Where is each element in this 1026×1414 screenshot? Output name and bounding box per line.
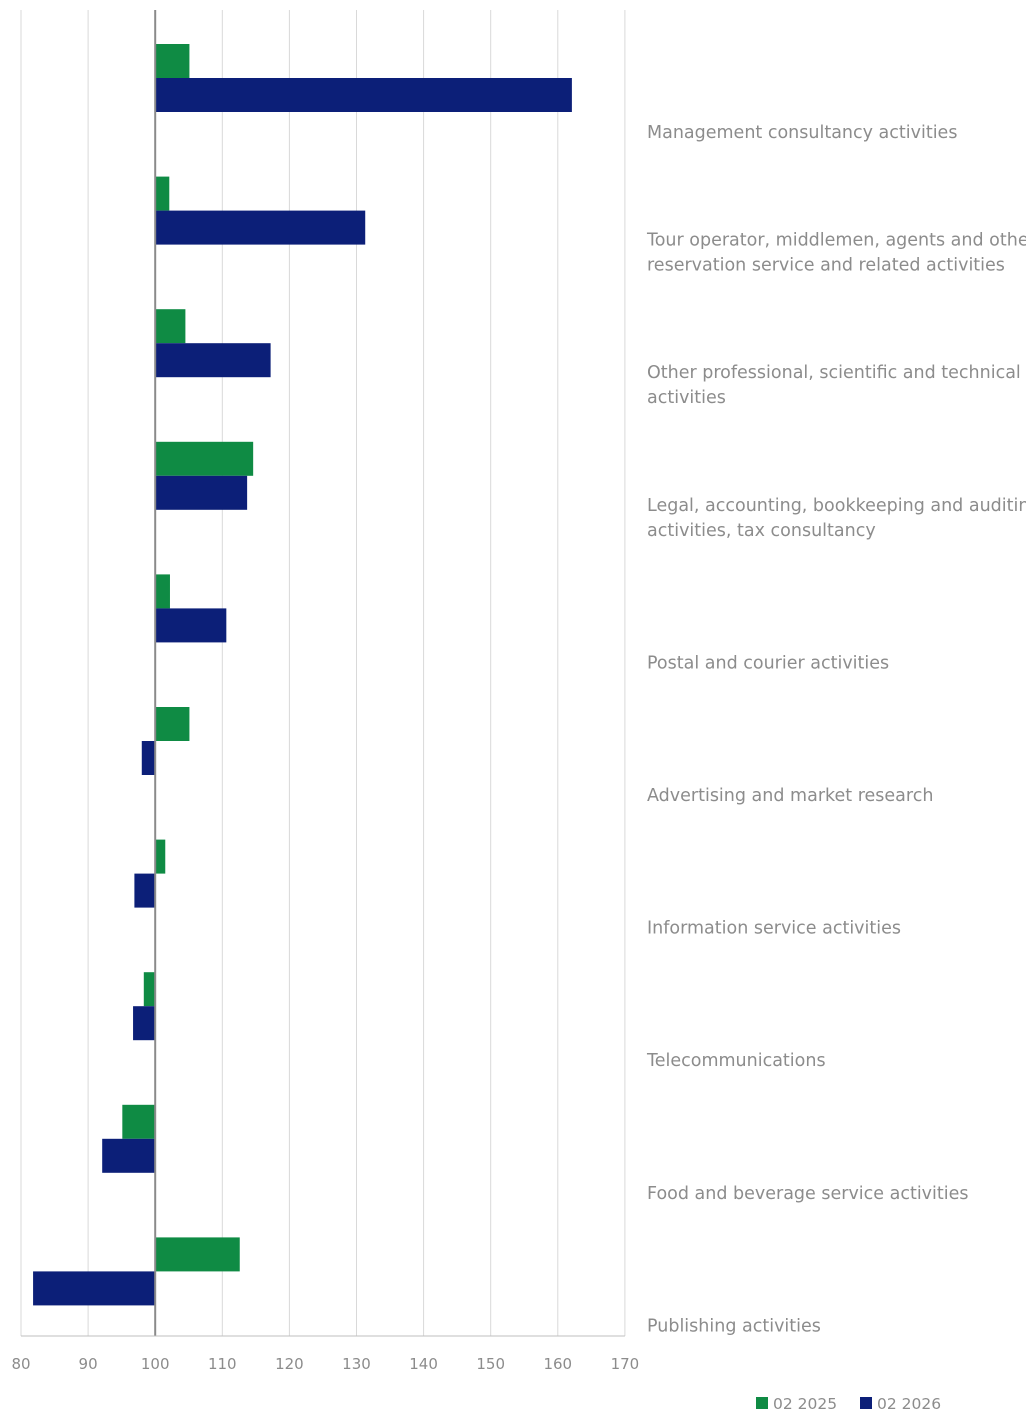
x-tick-label: 110 [208,1355,237,1373]
category-label-line: Telecommunications [646,1051,826,1071]
bar-series-2 [155,210,366,245]
bar-series-2 [33,1271,156,1306]
bar-series-2 [141,741,156,775]
axes [21,10,625,1337]
x-tick-label: 130 [342,1355,371,1373]
bar-series-1 [155,44,190,78]
category-label: Publishing activities [647,1316,821,1336]
category-label: Food and beverage service activities [647,1184,969,1204]
category-label: Postal and courier activities [647,653,889,673]
bar-series-2 [155,608,227,643]
category-label-line: activities [647,388,726,408]
bar-series-1 [122,1104,156,1139]
category-label: Advertising and market research [647,786,933,806]
category-label: Legal, accounting, bookkeeping and audit… [647,496,1026,541]
category-label-line: Other professional, scientific and techn… [647,363,1021,383]
bar-series-2 [133,1006,156,1041]
category-label-line: Food and beverage service activities [647,1184,969,1204]
legend-label: 02 2025 [773,1395,837,1413]
category-label-line: reservation service and related activiti… [647,256,1005,276]
category-label: Information service activities [647,919,901,939]
bar-series-1 [143,972,156,1007]
x-tick-label: 140 [409,1355,438,1373]
category-label-line: Information service activities [647,919,901,939]
category-label-line: Legal, accounting, bookkeeping and audit… [647,496,1026,516]
bar-series-1 [155,574,170,609]
x-tick-label: 80 [11,1355,30,1373]
category-label-line: activities, tax consultancy [647,521,876,541]
bar-series-2 [155,78,572,112]
x-tick-label: 150 [476,1355,505,1373]
category-label: Other professional, scientific and techn… [647,363,1021,408]
bar-series-1 [155,1237,240,1272]
category-label: Management consultancy activities [647,123,957,143]
bar-series-1 [155,441,254,476]
bar-series-2 [155,475,248,510]
bar-series-2 [155,343,271,378]
legend: 02 2025 02 2026 [756,1395,941,1413]
bar-series-1 [155,176,170,211]
legend-swatch [860,1397,872,1409]
x-tick-labels: 80 90 100 110 120 130 140 150 160 170 [11,1355,639,1373]
x-tick-label: 90 [79,1355,98,1373]
bar-series-1 [155,839,166,874]
legend-label: 02 2026 [877,1395,941,1413]
x-tick-label: 120 [275,1355,304,1373]
category-label-line: Publishing activities [647,1316,821,1336]
x-tick-label: 100 [141,1355,170,1373]
category-label: Tour operator, middlemen, agents and oth… [646,231,1026,276]
bar-series-2 [134,873,156,908]
category-label: Telecommunications [646,1051,826,1071]
category-label-line: Advertising and market research [647,786,933,806]
legend-swatch [756,1397,768,1409]
bar-series-2 [102,1138,156,1173]
bar-series-1 [155,309,186,344]
category-label-line: Postal and courier activities [647,653,889,673]
bar-series-1 [155,707,190,741]
category-labels: Management consultancy activities Tour op… [646,123,1026,1336]
category-label-line: Tour operator, middlemen, agents and oth… [646,231,1026,251]
gridlines [20,10,626,1336]
x-tick-label: 170 [611,1355,640,1373]
bars [33,44,572,1306]
category-label-line: Management consultancy activities [647,123,957,143]
x-tick-label: 160 [543,1355,572,1373]
